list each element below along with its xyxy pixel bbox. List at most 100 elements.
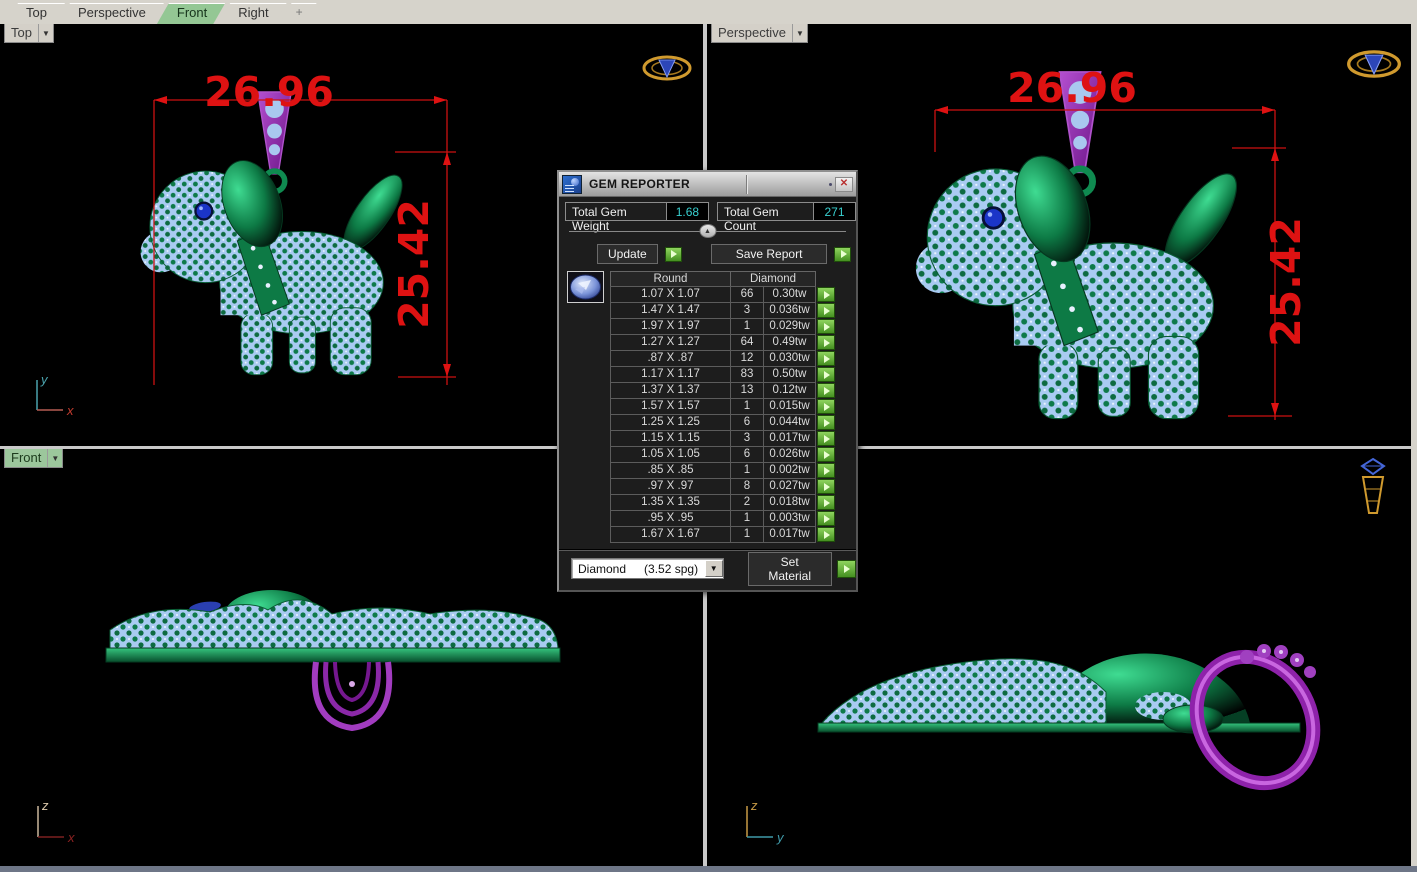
close-icon[interactable]: ✕ [835,176,853,192]
gem-weight-cell: 0.030tw [764,350,816,367]
tab-perspective[interactable]: Perspective [58,3,164,24]
gem-row-select-button[interactable] [817,399,835,414]
gem-row-select-button[interactable] [817,479,835,494]
gem-row-select-button[interactable] [817,511,835,526]
gem-table-row[interactable]: 1.37 X 1.37 13 0.12tw [610,382,853,399]
gem-table-row[interactable]: 1.27 X 1.27 64 0.49tw [610,334,853,351]
gem-weight-cell: 0.017tw [764,430,816,447]
gem-table-row[interactable]: 1.15 X 1.15 3 0.017tw [610,430,853,447]
chevron-down-icon[interactable]: ▼ [47,449,62,467]
tab-top[interactable]: Top [6,3,65,24]
chevron-down-icon[interactable]: ▼ [791,24,807,42]
total-gem-weight-value: 1.68 [665,203,708,220]
gem-table-row[interactable]: 1.07 X 1.07 66 0.30tw [610,286,853,303]
play-icon [824,338,830,347]
gem-row-select-button[interactable] [817,383,835,398]
gem-row-select-button[interactable] [817,463,835,478]
gem-weight-cell: 0.003tw [764,510,816,527]
gem-table-row[interactable]: 1.47 X 1.47 3 0.036tw [610,302,853,319]
gem-table-row[interactable]: 1.05 X 1.05 6 0.026tw [610,446,853,463]
gem-row-select-button[interactable] [817,351,835,366]
gem-row-select-button[interactable] [817,303,835,318]
title-bar-divider [745,174,747,194]
dialog-title: GEM REPORTER [589,177,690,191]
gem-row-select-button[interactable] [817,287,835,302]
gem-row-select-button[interactable] [817,495,835,510]
gem-row-select-button[interactable] [817,367,835,382]
play-icon [840,250,847,258]
gem-weight-cell: 0.015tw [764,398,816,415]
gem-stats-row: Total Gem Weight 1.68 Total Gem Count 27… [559,197,856,233]
gem-weight-cell: 0.018tw [764,494,816,511]
total-gem-weight-label: Total Gem Weight [566,203,666,233]
collapse-panel-button[interactable]: ▲ [699,224,716,238]
viewport-label-perspective[interactable]: Perspective ▼ [711,24,808,43]
gem-table-row[interactable]: 1.35 X 1.35 2 0.018tw [610,494,853,511]
save-report-button[interactable]: Save Report [710,244,828,264]
ring-model-icon [1347,50,1401,78]
gem-table-header: Round Diamond [610,271,853,287]
set-material-button[interactable]: Set Material [747,551,832,586]
play-icon [824,498,830,507]
total-gem-count-value: 271 [813,203,855,220]
gem-size-cell: 1.17 X 1.17 [610,366,731,383]
gem-size-cell: 1.05 X 1.05 [610,446,731,463]
viewport-label-text: Perspective [718,25,786,40]
total-gem-weight: Total Gem Weight 1.68 [565,202,709,233]
tab-right[interactable]: Right [218,3,286,24]
gem-row-select-button[interactable] [817,319,835,334]
play-icon [844,564,851,573]
gem-size-cell: 1.15 X 1.15 [610,430,731,447]
gem-table-row[interactable]: .85 X .85 1 0.002tw [610,462,853,479]
window-right-frame [1411,0,1417,866]
tab-add-viewport[interactable]: + [280,3,317,24]
viewport-label-top[interactable]: Top ▼ [4,24,54,43]
pendant-side-elevation [817,644,1321,791]
play-icon [824,354,830,363]
gem-row-select-button[interactable] [817,527,835,542]
gem-table-row[interactable]: .95 X .95 1 0.003tw [610,510,853,527]
gem-weight-cell: 0.50tw [764,366,816,383]
gem-count-cell: 6 [731,414,764,431]
play-icon [824,434,830,443]
update-button[interactable]: Update [597,244,658,264]
save-report-run-button[interactable] [834,246,852,262]
gem-count-cell: 3 [731,302,764,319]
dimension-width-value: 26.96 [1007,64,1137,112]
dialog-title-bar[interactable]: GEM REPORTER ✕ [559,172,856,197]
dog-model-top-view [141,92,413,375]
set-material-run-button[interactable] [836,559,856,578]
chevron-down-icon[interactable]: ▼ [704,560,723,577]
play-icon [824,466,830,475]
play-icon [824,418,830,427]
gem-table-row[interactable]: 1.67 X 1.67 1 0.017tw [610,526,853,543]
gem-table-row[interactable]: 1.17 X 1.17 83 0.50tw [610,366,853,383]
gem-table-row[interactable]: .97 X .97 8 0.027tw [610,478,853,495]
gem-table-row[interactable]: 1.97 X 1.97 1 0.029tw [610,318,853,335]
gem-table-row[interactable]: 1.57 X 1.57 1 0.015tw [610,398,853,415]
gem-row-select-button[interactable] [817,447,835,462]
material-dropdown[interactable]: Diamond (3.52 spg) ▼ [571,558,724,579]
gem-size-cell: 1.57 X 1.57 [610,398,731,415]
tab-front[interactable]: Front [157,3,225,24]
gem-count-cell: 6 [731,446,764,463]
viewport-top: 26.96 25.42 y x [36,55,692,418]
material-name: Diamond [578,561,627,576]
material-column-header: Diamond [731,271,816,287]
gem-weight-cell: 0.30tw [764,286,816,303]
gem-table-row[interactable]: 1.25 X 1.25 6 0.044tw [610,414,853,431]
gem-thumbnail[interactable] [567,271,604,303]
viewport-label-front[interactable]: Front ▼ [4,449,64,468]
play-icon [824,450,830,459]
chevron-down-icon[interactable]: ▼ [37,24,53,42]
action-buttons-row: Update Save Report [559,239,856,265]
update-run-button[interactable] [664,246,682,262]
gem-row-select-button[interactable] [817,431,835,446]
total-gem-count-label: Total Gem Count [717,203,813,233]
gem-row-select-button[interactable] [817,415,835,430]
gem-table-row[interactable]: .87 X .87 12 0.030tw [610,350,853,367]
gem-row-select-button[interactable] [817,335,835,350]
ring-model-icon [642,55,692,81]
